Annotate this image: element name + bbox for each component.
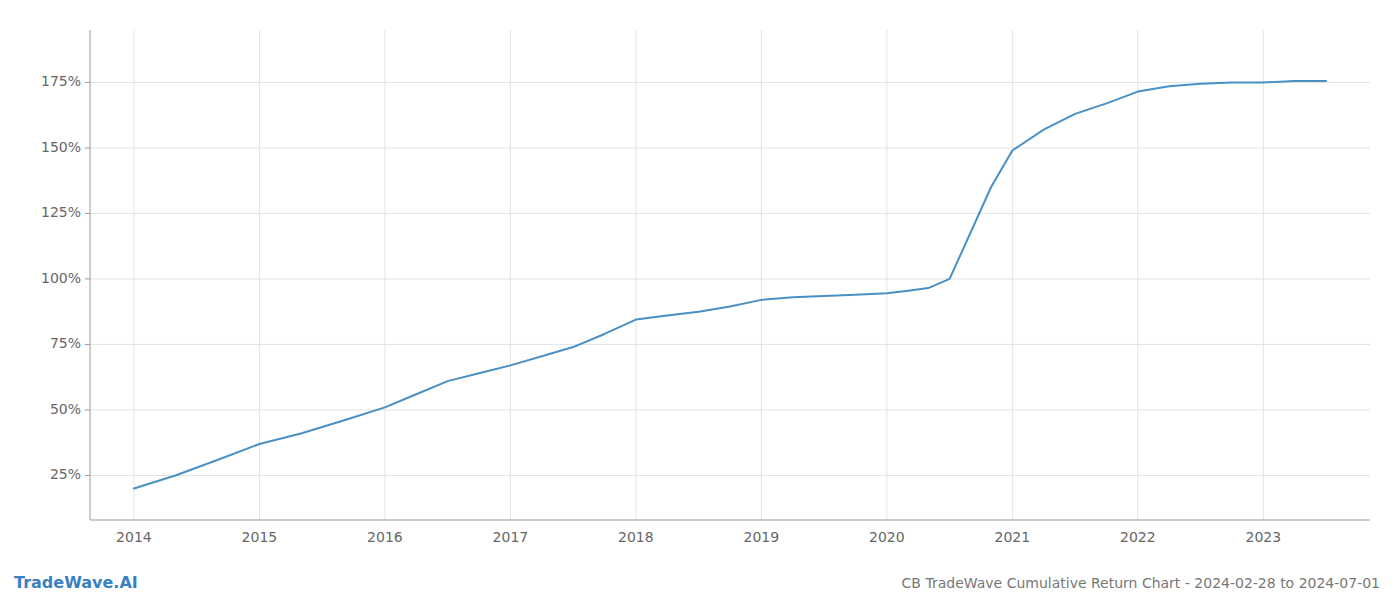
y-grid-line — [90, 409, 1370, 410]
y-tick-mark — [85, 278, 90, 279]
x-tick-label: 2023 — [1246, 529, 1282, 545]
x-grid-line — [259, 30, 260, 520]
series — [134, 81, 1326, 488]
y-tick-label: 50% — [50, 401, 81, 417]
grid — [90, 30, 1370, 520]
x-axis-line — [90, 520, 1370, 521]
y-tick-label: 175% — [41, 73, 81, 89]
x-grid-line — [1012, 30, 1013, 520]
x-grid-line — [1263, 30, 1264, 520]
y-grid-line — [90, 278, 1370, 279]
y-tick-label: 75% — [50, 335, 81, 351]
x-tick-label: 2015 — [242, 529, 278, 545]
x-grid-line — [133, 30, 134, 520]
x-grid-line — [635, 30, 636, 520]
y-tick-mark — [85, 82, 90, 83]
x-grid-line — [1137, 30, 1138, 520]
watermark: TradeWave.AI — [14, 573, 138, 592]
y-grid-line — [90, 213, 1370, 214]
y-tick-mark — [85, 409, 90, 410]
y-axis-line — [90, 30, 91, 520]
y-grid-line — [90, 82, 1370, 83]
x-grid-line — [510, 30, 511, 520]
x-grid-line — [886, 30, 887, 520]
y-tick-label: 25% — [50, 466, 81, 482]
y-tick-label: 100% — [41, 270, 81, 286]
y-tick-mark — [85, 344, 90, 345]
y-tick-label: 125% — [41, 204, 81, 220]
y-grid-line — [90, 475, 1370, 476]
y-tick-mark — [85, 213, 90, 214]
x-tick-label: 2021 — [995, 529, 1031, 545]
y-tick-mark — [85, 475, 90, 476]
x-tick-label: 2017 — [493, 529, 529, 545]
y-grid-line — [90, 344, 1370, 345]
x-tick-label: 2018 — [618, 529, 654, 545]
x-grid-line — [384, 30, 385, 520]
y-grid-line — [90, 147, 1370, 148]
x-tick-label: 2014 — [116, 529, 152, 545]
y-tick-label: 150% — [41, 139, 81, 155]
x-tick-label: 2016 — [367, 529, 403, 545]
x-tick-label: 2019 — [744, 529, 780, 545]
y-tick-mark — [85, 147, 90, 148]
line — [134, 81, 1326, 488]
title: CB TradeWave Cumulative Return Chart - 2… — [902, 575, 1380, 591]
x-tick-label: 2022 — [1120, 529, 1156, 545]
x-grid-line — [761, 30, 762, 520]
x-tick-label: 2020 — [869, 529, 905, 545]
chart: 2014 2015 2016 2017 2018 2019 2020 2021 2022 2023… — [0, 0, 1400, 600]
axes: 2014 2015 2016 2017 2018 2019 2020 2021 2022 2023… — [41, 30, 1370, 545]
